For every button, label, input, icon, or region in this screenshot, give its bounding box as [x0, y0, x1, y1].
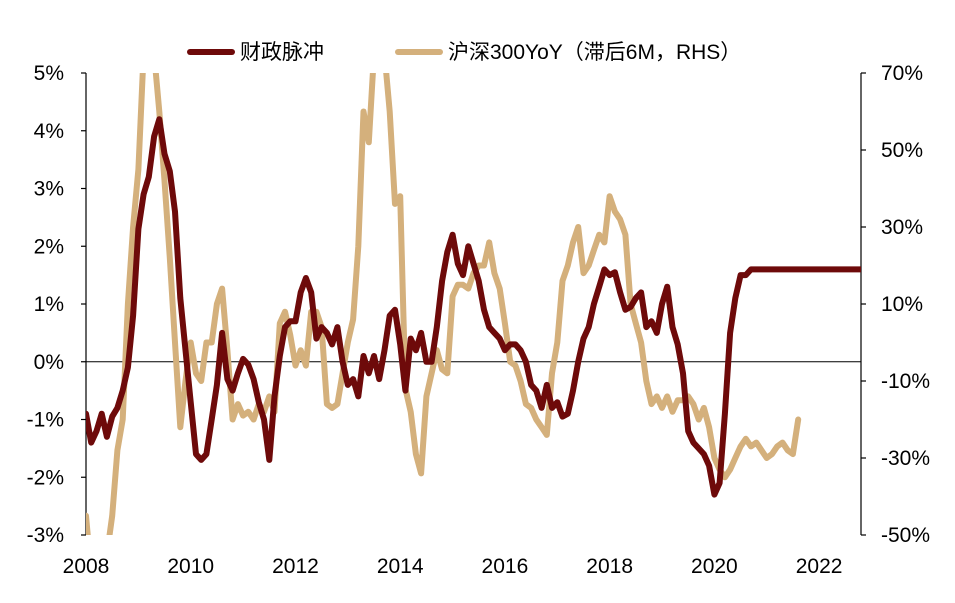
legend-label-fiscal-impulse: 财政脉冲 [240, 41, 324, 64]
series-line-fiscal-impulse [86, 116, 861, 498]
right-axis-tick-label: -50% [881, 524, 930, 547]
right-axis-tick-label: 10% [881, 293, 923, 316]
x-axis-tick-label: 2012 [272, 555, 319, 578]
x-axis-tick-label: 2022 [796, 555, 843, 578]
left-axis-tick-label: 4% [34, 120, 64, 143]
left-axis-tick-label: -2% [27, 466, 64, 489]
right-axis-tick-label: 70% [881, 62, 923, 85]
left-axis-tick-label: 1% [34, 293, 64, 316]
x-axis-tick-label: 2018 [586, 555, 633, 578]
left-axis-tick-label: 2% [34, 235, 64, 258]
left-axis-tick-label: 3% [34, 178, 64, 201]
x-axis-tick-label: 2016 [482, 555, 529, 578]
x-axis-tick-label: 2020 [691, 555, 738, 578]
left-axis-tick-label: -1% [27, 409, 64, 432]
legend: 财政脉冲 沪深300YoY（滞后6M，RHS） [187, 41, 741, 64]
x-axis-tick-label: 2010 [167, 555, 214, 578]
legend-label-csi300-yoy: 沪深300YoY（滞后6M，RHS） [448, 41, 741, 64]
left-axis-tick-label: 5% [34, 62, 64, 85]
series-lines [86, 73, 861, 535]
x-axis-tick-label: 2014 [377, 555, 424, 578]
axes: -3% -2% -1% 0% 1% 2% 3% 4% 5% -50% -30% -10% 10% 30% 5… [27, 62, 930, 578]
right-axis-tick-label: 50% [881, 139, 923, 162]
right-axis-tick-label: 30% [881, 216, 923, 239]
right-axis-tick-label: -30% [881, 447, 930, 470]
left-axis-tick-label: -3% [27, 524, 64, 547]
right-axis-tick-label: -10% [881, 370, 930, 393]
x-axis-tick-label: 2008 [63, 555, 110, 578]
series-line-csi300-yoy [86, 73, 802, 535]
left-axis-tick-label: 0% [34, 351, 64, 374]
